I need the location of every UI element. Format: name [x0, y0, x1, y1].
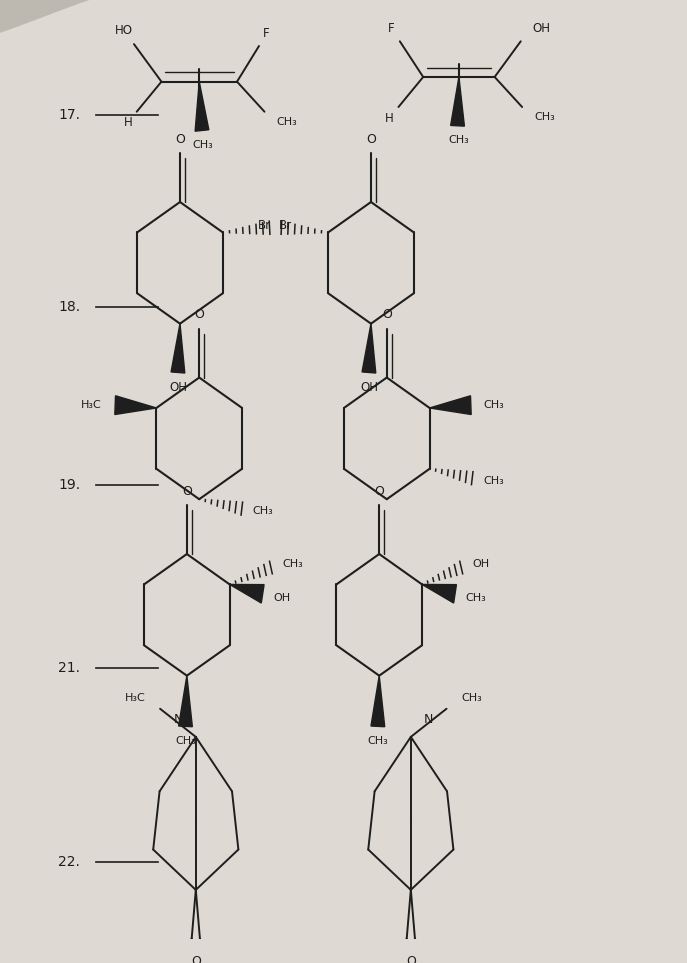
Text: CH₃: CH₃ — [449, 135, 469, 144]
Text: CH₃: CH₃ — [534, 113, 555, 122]
Text: CH₃: CH₃ — [192, 140, 213, 149]
Text: CH₃: CH₃ — [253, 507, 273, 516]
Polygon shape — [362, 324, 376, 373]
PathPatch shape — [0, 0, 89, 33]
Text: O: O — [382, 308, 392, 321]
Text: F: F — [388, 21, 395, 35]
Text: H₃C: H₃C — [81, 401, 102, 410]
Polygon shape — [115, 396, 157, 414]
Text: O: O — [182, 484, 192, 498]
Text: OH: OH — [532, 21, 550, 35]
Text: F: F — [262, 27, 269, 40]
Polygon shape — [229, 585, 264, 603]
Text: N: N — [423, 714, 433, 726]
Text: CH₃: CH₃ — [465, 592, 486, 603]
Text: CH₃: CH₃ — [175, 737, 196, 746]
Text: O: O — [366, 133, 376, 145]
Polygon shape — [371, 676, 385, 727]
Text: O: O — [194, 308, 204, 321]
Text: CH₃: CH₃ — [483, 401, 504, 410]
Text: CH₃: CH₃ — [368, 737, 388, 746]
Text: O: O — [191, 954, 201, 963]
Text: CH₃: CH₃ — [461, 693, 482, 703]
Text: HO: HO — [115, 24, 133, 38]
Polygon shape — [195, 82, 209, 131]
Text: O: O — [406, 954, 416, 963]
Text: Br: Br — [258, 220, 271, 232]
Text: OH: OH — [169, 381, 187, 394]
Text: 18.: 18. — [58, 299, 80, 314]
Text: CH₃: CH₃ — [483, 476, 504, 486]
Text: Br: Br — [279, 220, 292, 232]
Polygon shape — [451, 77, 464, 126]
Polygon shape — [422, 585, 456, 603]
Text: CH₃: CH₃ — [282, 559, 304, 569]
Text: H: H — [385, 112, 394, 125]
Polygon shape — [171, 324, 185, 373]
Text: OH: OH — [360, 381, 378, 394]
Text: H: H — [124, 117, 132, 129]
Text: H₃C: H₃C — [125, 693, 146, 703]
Polygon shape — [179, 676, 192, 727]
Text: O: O — [175, 133, 185, 145]
Text: 17.: 17. — [58, 108, 80, 121]
Text: 21.: 21. — [58, 662, 80, 675]
Text: 19.: 19. — [58, 479, 80, 492]
Text: OH: OH — [273, 592, 290, 603]
Text: CH₃: CH₃ — [277, 117, 297, 127]
Text: O: O — [374, 484, 384, 498]
Text: N: N — [174, 714, 183, 726]
Text: 22.: 22. — [58, 855, 80, 869]
Polygon shape — [429, 396, 471, 414]
Text: OH: OH — [472, 559, 489, 569]
